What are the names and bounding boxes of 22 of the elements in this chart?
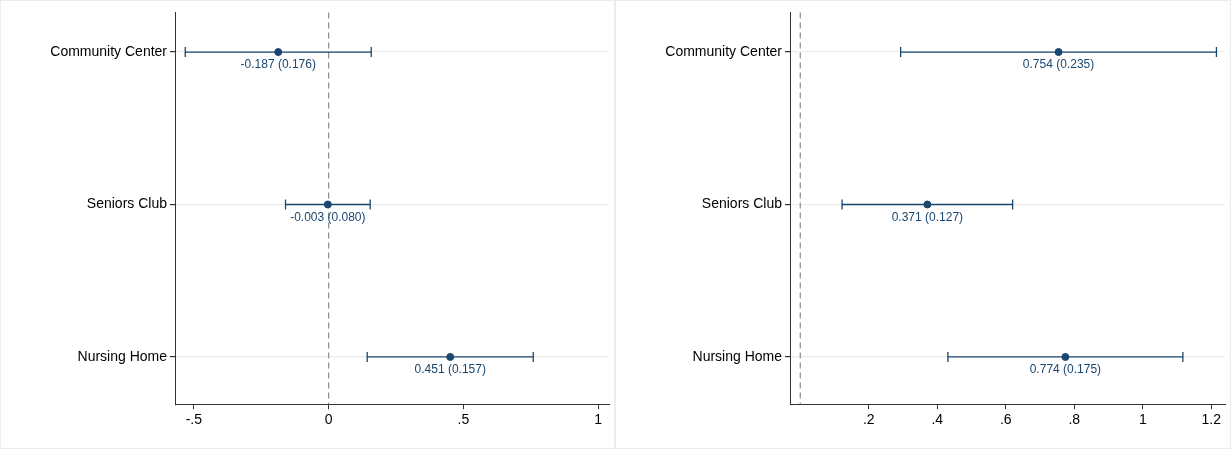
data-label: 0.451 (0.157) — [414, 362, 486, 377]
x-tick-label: 1 — [594, 411, 603, 428]
y-tick-label: Seniors Club — [701, 195, 783, 212]
y-tick-label: Community Center — [50, 42, 168, 59]
x-tick-label: .4 — [931, 411, 944, 428]
data-label: 0.754 (0.235) — [1022, 57, 1095, 72]
x-tick-label: 1.2 — [1201, 411, 1222, 428]
data-label: 0.371 (0.127) — [891, 209, 964, 224]
y-tick-label: Nursing Home — [692, 347, 783, 364]
data-label: -0.187 (0.176) — [240, 57, 316, 72]
x-tick-label: .2 — [862, 411, 875, 428]
y-tick-label: Seniors Club — [86, 195, 168, 212]
data-label: -0.003 (0.080) — [290, 209, 366, 224]
x-tick-label: .5 — [457, 411, 470, 428]
x-tick-label: .8 — [1068, 411, 1081, 428]
data-label: 0.774 (0.175) — [1029, 362, 1102, 377]
x-tick-label: 0 — [324, 411, 333, 428]
x-tick-label: .6 — [999, 411, 1012, 428]
x-tick-label: -.5 — [185, 411, 203, 428]
y-tick-label: Nursing Home — [77, 347, 168, 364]
y-tick-label: Community Center — [665, 42, 783, 59]
x-tick-label: 1 — [1138, 411, 1147, 428]
